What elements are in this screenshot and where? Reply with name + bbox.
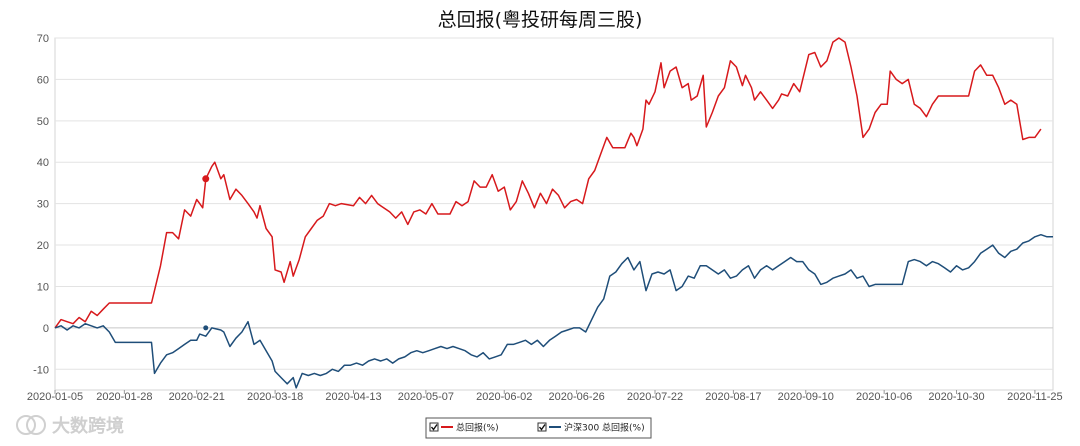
y-tick-label: 20 xyxy=(37,240,49,252)
x-tick-label: 2020-09-10 xyxy=(778,391,834,403)
checkbox-box xyxy=(537,422,547,432)
x-axis: 2020-01-05 2020-01-28 2020-02-21 2020-03-18… xyxy=(27,390,1063,403)
legend-checkbox-2[interactable] xyxy=(537,422,547,432)
x-tick-label: 2020-03-18 xyxy=(247,391,303,403)
chart-title: 总回报(粤投研每周三股) xyxy=(438,9,643,31)
y-axis: -10 0 10 20 30 40 50 60 70 xyxy=(33,33,49,376)
legend-checkbox-1[interactable] xyxy=(429,422,439,432)
x-tick-label: 2020-06-02 xyxy=(476,391,532,403)
x-tick-label: 2020-01-28 xyxy=(96,391,152,403)
y-tick-label: 30 xyxy=(37,199,49,211)
y-tick-label: 70 xyxy=(37,33,49,45)
y-tick-label: 10 xyxy=(37,281,49,293)
legend[interactable]: 总回报(%) 沪深300 总回报(%) xyxy=(425,417,652,439)
x-tick-label: 2020-11-25 xyxy=(1007,391,1062,403)
watermark: 大数跨境 xyxy=(16,415,124,437)
plot-area xyxy=(54,37,1053,389)
legend-label-1: 总回报(%) xyxy=(456,422,499,434)
x-tick-label: 2020-10-30 xyxy=(928,391,984,403)
series-marker-1 xyxy=(202,175,210,183)
x-tick-label: 2020-10-06 xyxy=(856,391,912,403)
watermark-text: 大数跨境 xyxy=(52,415,124,437)
series-line-2 xyxy=(54,233,1053,389)
x-tick-label: 2020-07-22 xyxy=(627,391,683,403)
series-line-1 xyxy=(54,37,1042,329)
y-tick-label: 40 xyxy=(37,157,49,169)
y-tick-label: 0 xyxy=(43,323,49,335)
y-tick-label: -10 xyxy=(33,364,49,376)
checkbox-box xyxy=(429,422,439,432)
x-tick-label: 2020-06-26 xyxy=(548,391,604,403)
y-tick-label: 50 xyxy=(37,116,49,128)
legend-label-2: 沪深300 总回报(%) xyxy=(564,422,645,434)
x-tick-label: 2020-08-17 xyxy=(705,391,761,403)
x-tick-label: 2020-04-13 xyxy=(325,391,381,403)
x-tick-label: 2020-05-07 xyxy=(398,391,454,403)
x-tick-label: 2020-02-21 xyxy=(169,391,225,403)
series-marker-2 xyxy=(203,325,209,331)
y-tick-label: 60 xyxy=(37,74,49,86)
checkmark-icon xyxy=(430,424,438,431)
x-tick-label: 2020-01-05 xyxy=(27,391,83,403)
grid xyxy=(54,37,1054,391)
watermark-logo-icon xyxy=(16,415,46,435)
checkmark-icon xyxy=(538,424,546,431)
